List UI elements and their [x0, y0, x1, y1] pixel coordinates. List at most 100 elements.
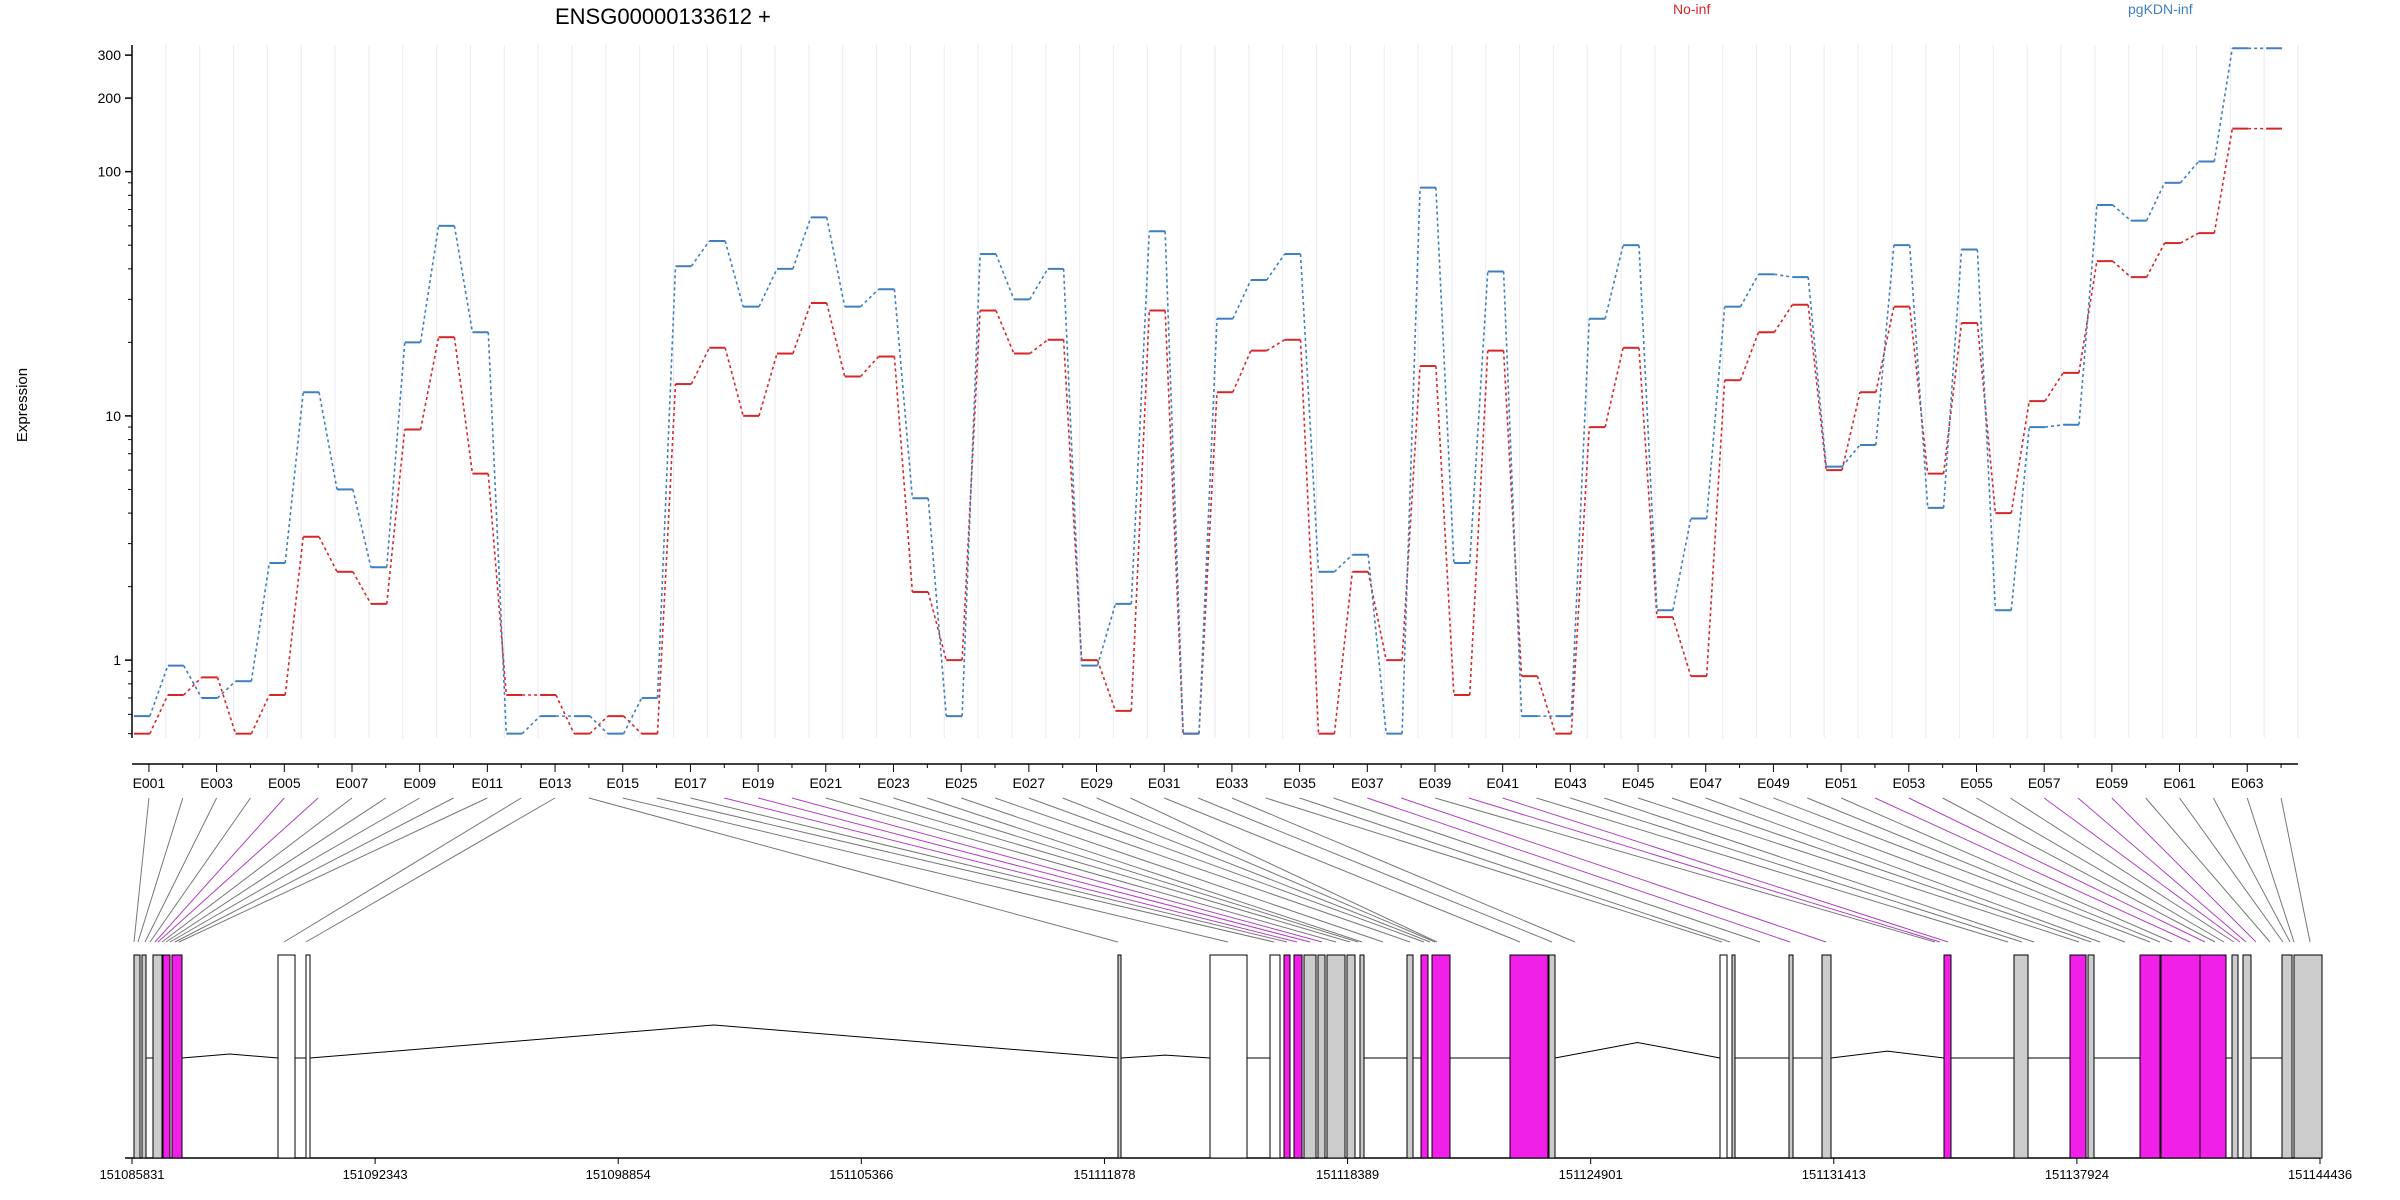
- y-tick-label: 200: [98, 90, 122, 106]
- series-connector: [182, 665, 203, 699]
- exon-connector: [154, 797, 285, 943]
- exon-connector: [178, 797, 488, 943]
- exon-block: [2139, 954, 2161, 1159]
- genomic-tick-label: 151131413: [1802, 1167, 1866, 1182]
- x-tick-label: E003: [200, 775, 233, 791]
- exon-connector: [2280, 797, 2311, 943]
- series-connector: [1333, 554, 1353, 573]
- y-tick-label: 10: [105, 408, 121, 424]
- series-connector: [2044, 423, 2064, 428]
- series-connector: [521, 715, 541, 735]
- series-connector: [1807, 304, 1827, 471]
- series-connector: [859, 355, 880, 378]
- exon-connector: [2212, 797, 2291, 943]
- plot-grid: [131, 45, 2299, 738]
- exon-block: [277, 954, 296, 1159]
- x-tick-label: E039: [1419, 775, 1452, 791]
- series-connector: [1266, 339, 1286, 352]
- exon-block: [1821, 954, 1832, 1159]
- series-connector: [487, 332, 508, 734]
- plot-axes: 1 10 100 200 300 E001 E003 E005 E007 E009 E011 E013…: [98, 45, 2298, 791]
- series-connector: [995, 310, 1015, 354]
- series-connector: [1739, 331, 1760, 381]
- series-connector: [2213, 48, 2234, 162]
- series-connector: [1875, 306, 1895, 393]
- x-tick-label: E001: [133, 775, 166, 791]
- series-connector: [2213, 128, 2234, 234]
- exon-connectors: [133, 797, 2311, 943]
- series-connector: [318, 536, 338, 573]
- series-connector: [860, 288, 880, 308]
- exon-connector: [1333, 797, 1761, 943]
- series-connector: [1976, 249, 1997, 611]
- exon-connector: [133, 797, 150, 943]
- exon-connector: [1400, 797, 1827, 943]
- series-pgkdn-inf: [134, 47, 2282, 735]
- series-connector: [1468, 350, 1489, 696]
- exon-connector: [724, 797, 1298, 943]
- exon-connector: [1028, 797, 1425, 943]
- exon-connector: [1536, 797, 2009, 943]
- exon-block: [2013, 954, 2029, 1159]
- series-connector: [453, 225, 474, 333]
- exon-block: [152, 954, 163, 1159]
- series-connector: [318, 392, 338, 490]
- x-tick-label: E043: [1554, 775, 1587, 791]
- exon-block: [1283, 954, 1291, 1159]
- series-connector: [758, 268, 778, 308]
- series-connector: [1232, 279, 1252, 320]
- exon-connector: [1502, 797, 1949, 943]
- x-tick-label: E057: [2028, 775, 2061, 791]
- series-connector: [453, 337, 474, 474]
- series-connector: [792, 302, 812, 354]
- x-tick-label: E051: [1825, 775, 1858, 791]
- series-connector: [1029, 268, 1049, 300]
- exon-block: [2199, 954, 2227, 1159]
- exon-block: [2293, 954, 2323, 1159]
- series-connector: [149, 694, 169, 735]
- intron-line: [1830, 1050, 1945, 1059]
- series-connector: [250, 694, 271, 735]
- series-connector: [724, 347, 744, 417]
- genomic-tick-label: 151118389: [1316, 1167, 1379, 1182]
- exon-connector: [169, 797, 420, 943]
- series-connector: [825, 217, 846, 307]
- series-connector: [1773, 304, 1794, 333]
- exon-connector: [825, 797, 1337, 943]
- genomic-tick-label: 151144436: [2288, 1167, 2352, 1182]
- x-tick-label: E045: [1622, 775, 1655, 791]
- exon-block: [1117, 954, 1122, 1159]
- exon-connector: [149, 797, 251, 943]
- genomic-tick-label: 151085831: [99, 1167, 164, 1182]
- y-tick-label: 1: [113, 652, 121, 668]
- series-connector: [1841, 444, 1861, 468]
- series-connector: [792, 217, 812, 270]
- exon-block: [1269, 954, 1281, 1159]
- x-tick-label: E041: [1486, 775, 1519, 791]
- y-axis-label: Expression: [14, 368, 31, 442]
- series-connector: [2078, 204, 2098, 425]
- y-tick-label: 100: [98, 164, 122, 180]
- x-tick-label: E053: [1892, 775, 1925, 791]
- exon-connector: [1874, 797, 2191, 943]
- series-connector: [724, 240, 744, 307]
- exon-block: [1346, 954, 1356, 1159]
- exon-block: [1359, 954, 1365, 1159]
- series-connector: [250, 562, 271, 682]
- exon-block: [1209, 954, 1248, 1159]
- series-connector: [2044, 372, 2064, 402]
- series-connector: [2010, 400, 2031, 514]
- exon-connector: [2111, 797, 2257, 943]
- exon-connector: [588, 797, 1119, 943]
- exon-block: [1420, 954, 1429, 1159]
- exon-connector: [161, 797, 353, 943]
- exon-connector: [1705, 797, 2101, 943]
- exon-block: [1548, 954, 1556, 1159]
- exon-connector: [1062, 797, 1431, 943]
- series-connector: [656, 384, 677, 734]
- exon-block: [1293, 954, 1303, 1159]
- series-connector: [216, 677, 237, 734]
- series-connector: [1908, 245, 1929, 508]
- series-connector: [1198, 392, 1218, 734]
